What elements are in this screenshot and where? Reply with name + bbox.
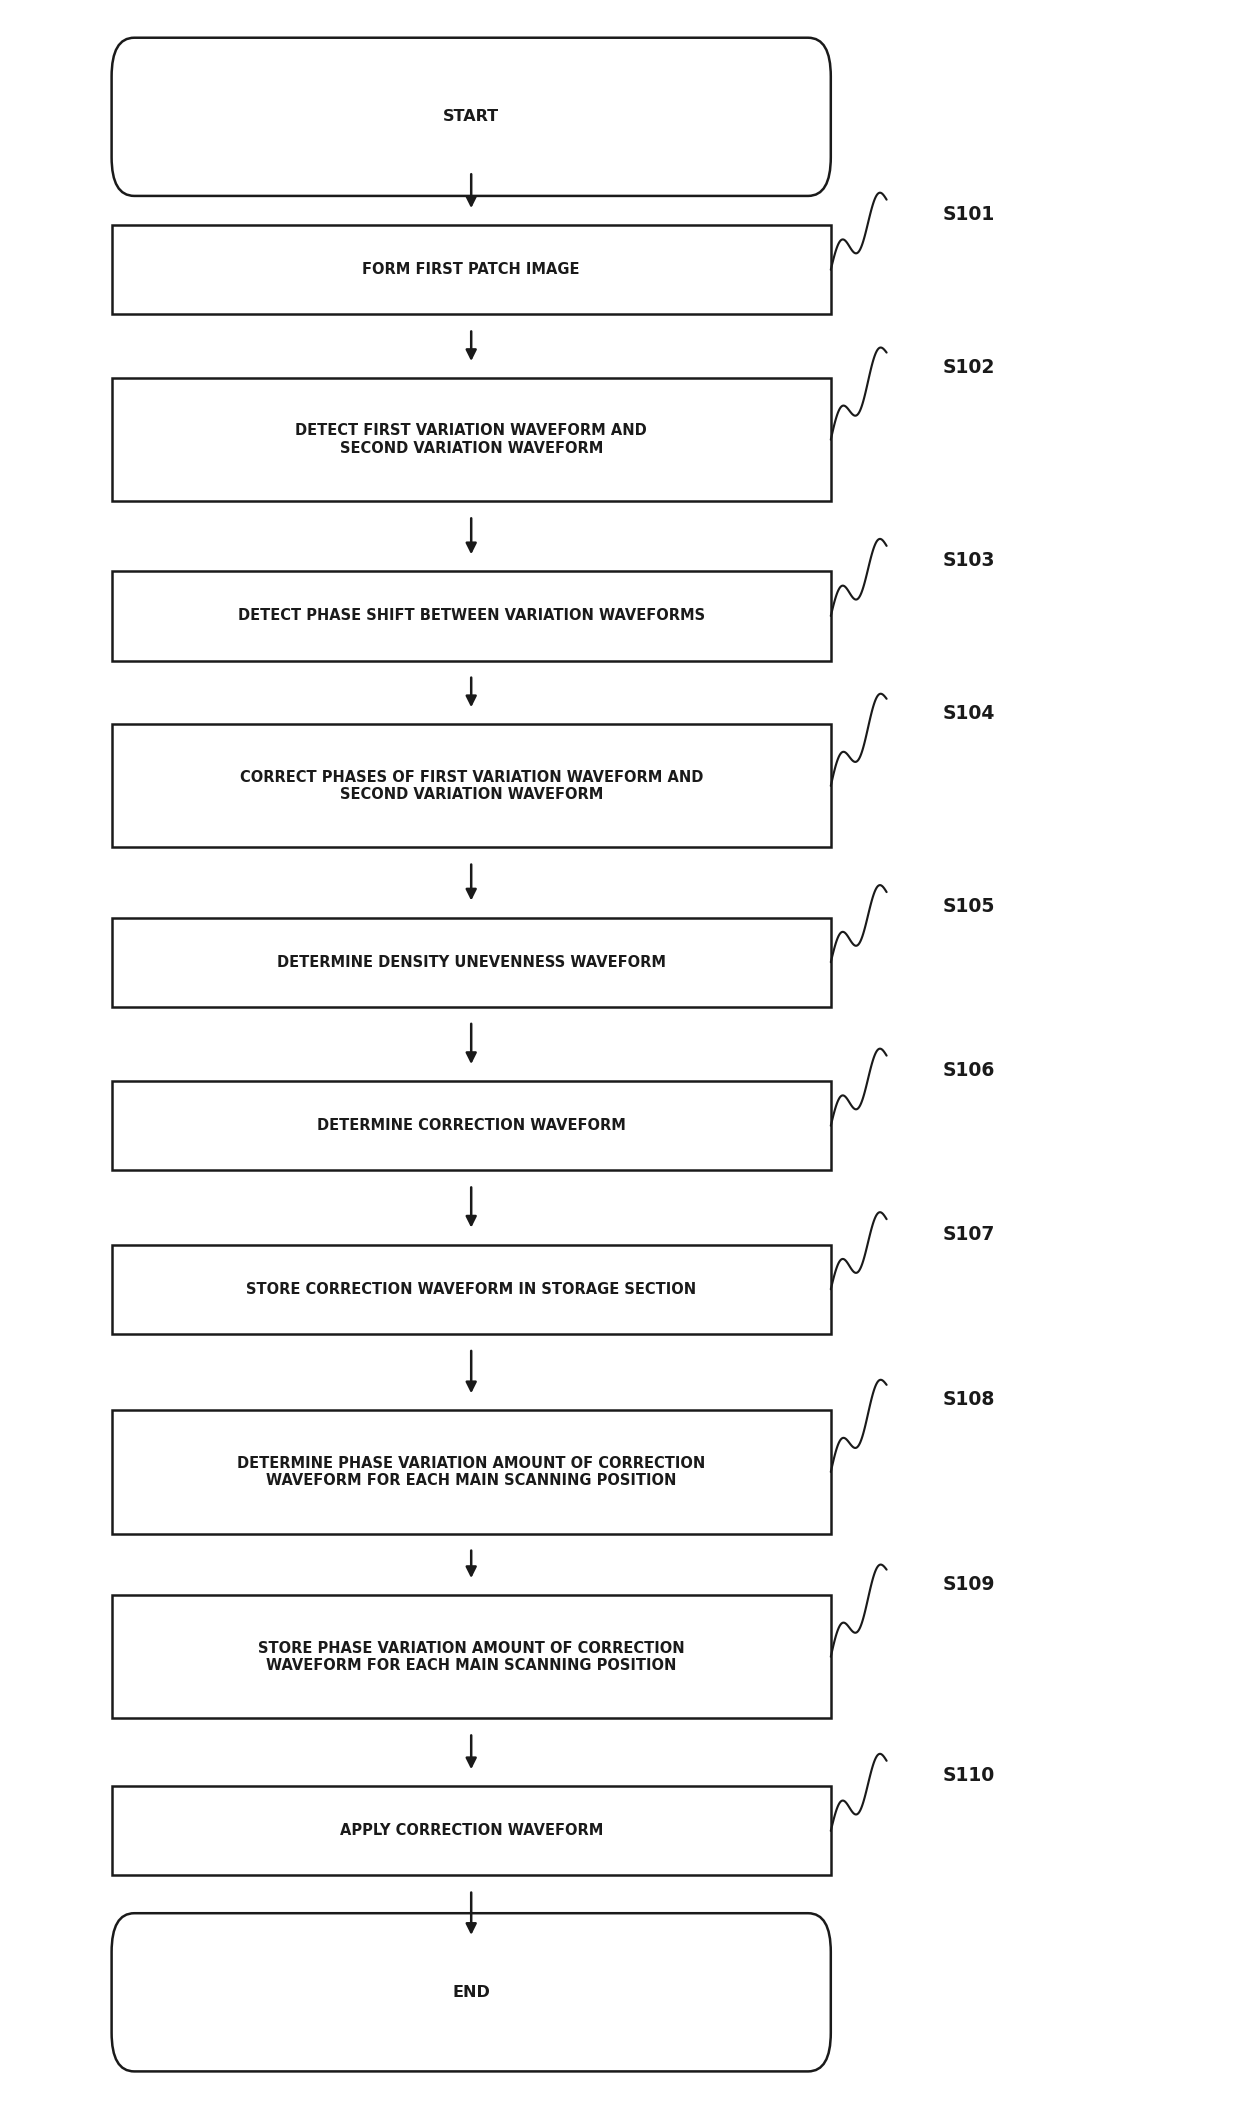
Text: DETERMINE CORRECTION WAVEFORM: DETERMINE CORRECTION WAVEFORM [316, 1117, 626, 1134]
Bar [112, 1410, 831, 1534]
Text: STORE PHASE VARIATION AMOUNT OF CORRECTION
WAVEFORM FOR EACH MAIN SCANNING POSIT: STORE PHASE VARIATION AMOUNT OF CORRECTI… [258, 1640, 684, 1674]
Text: DETECT FIRST VARIATION WAVEFORM AND
SECOND VARIATION WAVEFORM: DETECT FIRST VARIATION WAVEFORM AND SECO… [295, 423, 647, 457]
Bar [112, 1786, 831, 1875]
Bar [112, 918, 831, 1007]
Text: DETERMINE DENSITY UNEVENNESS WAVEFORM: DETERMINE DENSITY UNEVENNESS WAVEFORM [277, 954, 666, 971]
Bar [112, 724, 831, 847]
Text: STORE CORRECTION WAVEFORM IN STORAGE SECTION: STORE CORRECTION WAVEFORM IN STORAGE SEC… [246, 1281, 697, 1298]
Bar [112, 1081, 831, 1170]
Text: CORRECT PHASES OF FIRST VARIATION WAVEFORM AND
SECOND VARIATION WAVEFORM: CORRECT PHASES OF FIRST VARIATION WAVEFO… [239, 769, 703, 803]
Text: END: END [453, 1984, 490, 2001]
FancyBboxPatch shape [112, 38, 831, 195]
Bar [112, 225, 831, 314]
Text: FORM FIRST PATCH IMAGE: FORM FIRST PATCH IMAGE [362, 261, 580, 278]
Text: S104: S104 [942, 705, 994, 722]
Bar [112, 378, 831, 501]
Text: DETECT PHASE SHIFT BETWEEN VARIATION WAVEFORMS: DETECT PHASE SHIFT BETWEEN VARIATION WAV… [238, 607, 704, 624]
Text: S105: S105 [942, 898, 994, 915]
Text: DETERMINE PHASE VARIATION AMOUNT OF CORRECTION
WAVEFORM FOR EACH MAIN SCANNING P: DETERMINE PHASE VARIATION AMOUNT OF CORR… [237, 1455, 706, 1489]
Text: S102: S102 [942, 359, 994, 376]
FancyBboxPatch shape [112, 1914, 831, 2071]
Text: S110: S110 [942, 1767, 994, 1784]
Text: S109: S109 [942, 1576, 994, 1593]
Text: S103: S103 [942, 552, 994, 569]
Text: APPLY CORRECTION WAVEFORM: APPLY CORRECTION WAVEFORM [340, 1822, 603, 1839]
Bar [112, 571, 831, 661]
Text: S101: S101 [942, 206, 994, 223]
Bar [112, 1245, 831, 1334]
Text: S106: S106 [942, 1062, 994, 1079]
Bar [112, 1595, 831, 1718]
Text: S107: S107 [942, 1226, 994, 1243]
Text: START: START [443, 108, 500, 125]
Text: S108: S108 [942, 1391, 994, 1408]
